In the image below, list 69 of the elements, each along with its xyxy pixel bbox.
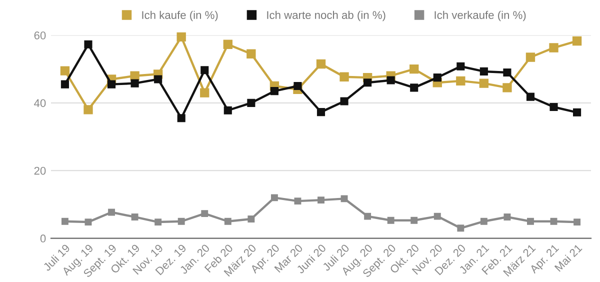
point: [294, 82, 302, 90]
point: [340, 195, 348, 202]
y-tick-label: 0: [40, 234, 46, 242]
point: [316, 59, 326, 69]
point: [84, 105, 93, 114]
point: [550, 218, 558, 225]
point: [480, 218, 488, 225]
point: [270, 87, 278, 96]
point: [550, 102, 558, 112]
point: [154, 218, 162, 226]
point: [61, 218, 68, 225]
point: [387, 216, 394, 224]
point: [294, 198, 302, 205]
point: [572, 36, 582, 46]
point: [410, 84, 418, 92]
point: [60, 66, 70, 76]
point: [178, 218, 185, 225]
point: [526, 52, 536, 62]
point: [340, 97, 348, 106]
point: [502, 83, 512, 92]
point: [248, 216, 255, 222]
y-tick-label: 20: [34, 166, 46, 175]
point: [549, 43, 558, 52]
point: [434, 212, 441, 220]
point: [410, 64, 419, 74]
point: [456, 76, 466, 86]
point: [247, 98, 256, 107]
point: [246, 49, 256, 58]
point: [84, 40, 92, 48]
point: [224, 106, 232, 114]
point: [130, 79, 139, 88]
point: [201, 210, 208, 218]
point: [480, 67, 488, 76]
point: [386, 76, 395, 84]
legend-label: Ich kaufe (in %): [142, 10, 218, 22]
point: [130, 71, 140, 80]
point: [410, 216, 418, 224]
point: [154, 75, 162, 84]
point: [504, 214, 511, 220]
point: [503, 68, 512, 76]
point: [479, 78, 489, 88]
point: [270, 194, 278, 202]
point: [177, 114, 186, 122]
point: [200, 66, 209, 74]
point: [318, 196, 324, 204]
legend-label: Ich verkaufe (in %): [434, 10, 526, 22]
point: [527, 218, 534, 225]
point: [340, 72, 349, 82]
point: [60, 80, 69, 88]
point: [364, 212, 372, 220]
point: [223, 40, 232, 49]
point: [457, 224, 464, 232]
point: [316, 108, 326, 116]
point: [456, 62, 465, 70]
point: [108, 208, 115, 216]
point: [573, 108, 582, 116]
legend-label: Ich warte noch ab (in %): [267, 10, 386, 22]
point: [84, 218, 92, 226]
y-tick-label: 60: [34, 32, 46, 40]
point: [224, 218, 232, 225]
point: [364, 78, 372, 87]
y-tick-label: 40: [34, 99, 46, 108]
point: [176, 32, 186, 42]
point: [131, 214, 138, 220]
point: [200, 88, 210, 98]
point: [526, 92, 535, 101]
point: [433, 74, 442, 82]
point: [107, 80, 116, 88]
point: [574, 218, 581, 226]
